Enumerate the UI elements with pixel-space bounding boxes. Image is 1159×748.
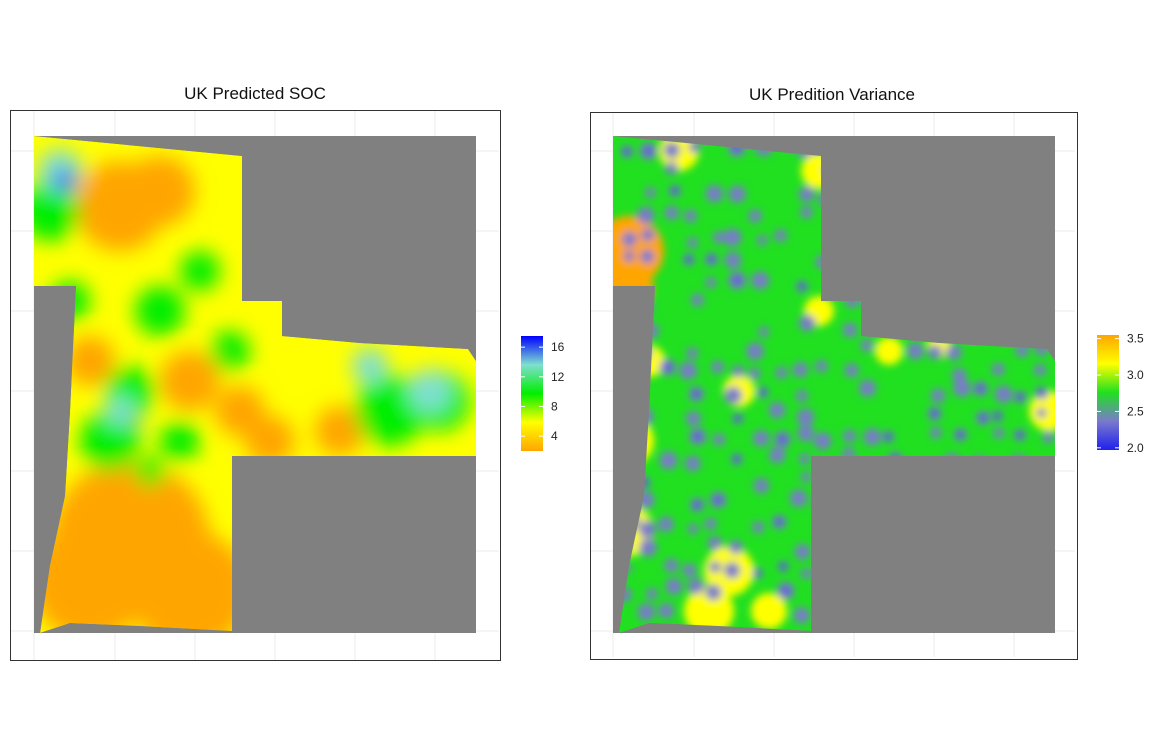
legend-tick-label: 3.5 xyxy=(1127,332,1144,346)
plot-area-variance xyxy=(590,112,1078,660)
chart-title-variance: UK Predition Variance xyxy=(749,85,915,104)
legend-tick-label: 3.0 xyxy=(1127,368,1144,382)
legend-tick-label: 8 xyxy=(551,399,558,413)
legend-tick-label: 2.0 xyxy=(1127,441,1144,455)
variance-map xyxy=(591,113,1075,657)
legend-variance: 2.0 2.5 3.0 3.5 xyxy=(1097,332,1157,460)
plot-area-soc xyxy=(10,110,501,661)
legend-soc: 4 8 12 16 xyxy=(521,336,581,461)
legend-tick-label: 16 xyxy=(551,340,565,354)
legend-variance-colorbar: 2.0 2.5 3.0 3.5 xyxy=(1097,332,1144,455)
colorbar xyxy=(1097,335,1119,450)
legend-soc-colorbar: 4 8 12 16 xyxy=(521,336,565,451)
legend-tick-label: 12 xyxy=(551,370,565,384)
colorbar xyxy=(521,336,543,451)
field-surface xyxy=(34,136,476,633)
chart-title-soc: UK Predicted SOC xyxy=(184,84,326,103)
soc-map xyxy=(11,111,499,660)
legend-tick-label: 2.5 xyxy=(1127,404,1144,418)
legend-tick-label: 4 xyxy=(551,429,558,443)
